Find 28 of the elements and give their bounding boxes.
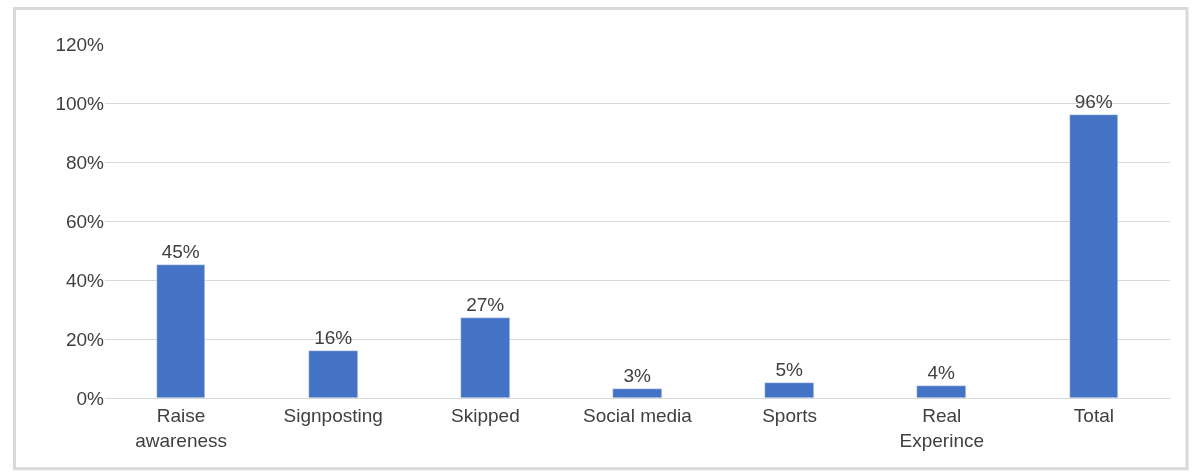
x-tick-label: Skipped	[451, 404, 520, 426]
data-label: 4%	[927, 361, 956, 383]
x-tick-label: Raise awareness	[135, 404, 228, 451]
data-label: 3%	[623, 364, 652, 386]
x-tick-label: Total	[1073, 404, 1114, 426]
x-tick-label: Social media	[583, 404, 693, 426]
y-tick-label: 80%	[65, 151, 105, 173]
bar	[460, 317, 510, 398]
y-tick-label: 100%	[55, 92, 105, 114]
bar	[308, 350, 358, 398]
y-tick-label: 0%	[76, 387, 105, 409]
bar	[764, 382, 814, 398]
bar	[916, 385, 966, 398]
x-tick-label: Sports	[762, 404, 818, 426]
data-label: 5%	[775, 358, 804, 380]
data-label: 45%	[161, 240, 200, 262]
data-label: 16%	[314, 326, 353, 348]
bar	[612, 388, 662, 398]
y-tick-label: 120%	[55, 33, 105, 55]
data-label: 96%	[1074, 90, 1113, 112]
x-tick-label: Real Experince	[899, 404, 985, 451]
x-tick-label: Signposting	[283, 404, 383, 426]
y-tick-label: 20%	[65, 328, 105, 350]
bar	[1069, 114, 1118, 398]
y-tick-label: 40%	[65, 269, 105, 291]
data-label: 27%	[466, 293, 505, 315]
y-tick-label: 60%	[65, 210, 105, 232]
bar	[156, 264, 205, 398]
